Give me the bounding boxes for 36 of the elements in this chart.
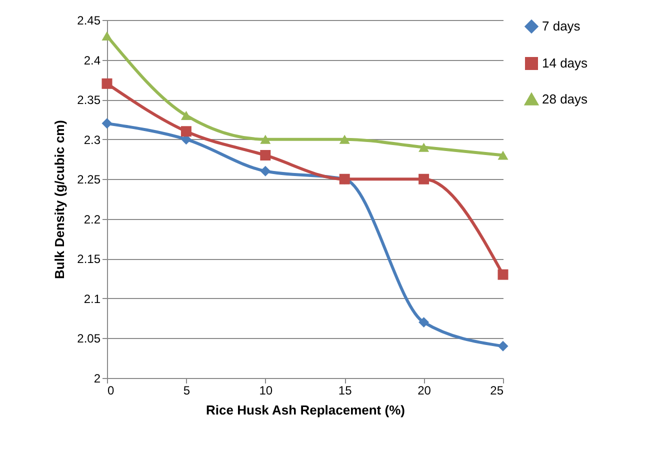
x-tick-label: 20: [418, 384, 432, 398]
point: [418, 142, 430, 152]
x-tick-label: 10: [259, 384, 273, 398]
point: [180, 110, 192, 120]
point: [498, 150, 508, 160]
point: [180, 126, 192, 137]
y-tick-label: 2: [94, 372, 101, 386]
point: [102, 78, 112, 89]
x-tick-label: 0: [108, 384, 114, 398]
point: [102, 118, 112, 129]
point: [260, 150, 271, 160]
x-tick-label: 15: [338, 384, 352, 398]
point: [260, 134, 271, 144]
x-tick-label: 5: [183, 384, 190, 398]
legend-label: 28 days: [542, 92, 588, 106]
y-axis-title: Bulk Density (g/cubic cm): [52, 120, 68, 279]
x-tick-label: 25: [490, 384, 504, 398]
point: [418, 174, 430, 184]
y-tick-label: 2.1: [84, 292, 101, 306]
y-tick-label: 2.35: [77, 93, 101, 108]
y-tick-label: 2.45: [77, 14, 101, 28]
point: [498, 340, 508, 352]
point: [339, 134, 350, 144]
y-tick-label: 2.25: [77, 172, 101, 187]
y-tick-label: 2.4: [84, 53, 101, 68]
point: [260, 166, 271, 176]
legend-label: 14 days: [542, 56, 588, 70]
point: [102, 31, 112, 40]
y-tick-label: 2.05: [77, 332, 101, 346]
x-axis-title: Rice Husk Ash Replacement (%): [206, 402, 405, 418]
y-tick-label: 2.3: [84, 132, 101, 147]
y-tick-label: 2.2: [84, 212, 101, 226]
point: [498, 269, 508, 280]
y-tick-label: 2.15: [77, 252, 101, 266]
legend-label: 7 days: [542, 18, 581, 34]
point: [418, 317, 430, 328]
